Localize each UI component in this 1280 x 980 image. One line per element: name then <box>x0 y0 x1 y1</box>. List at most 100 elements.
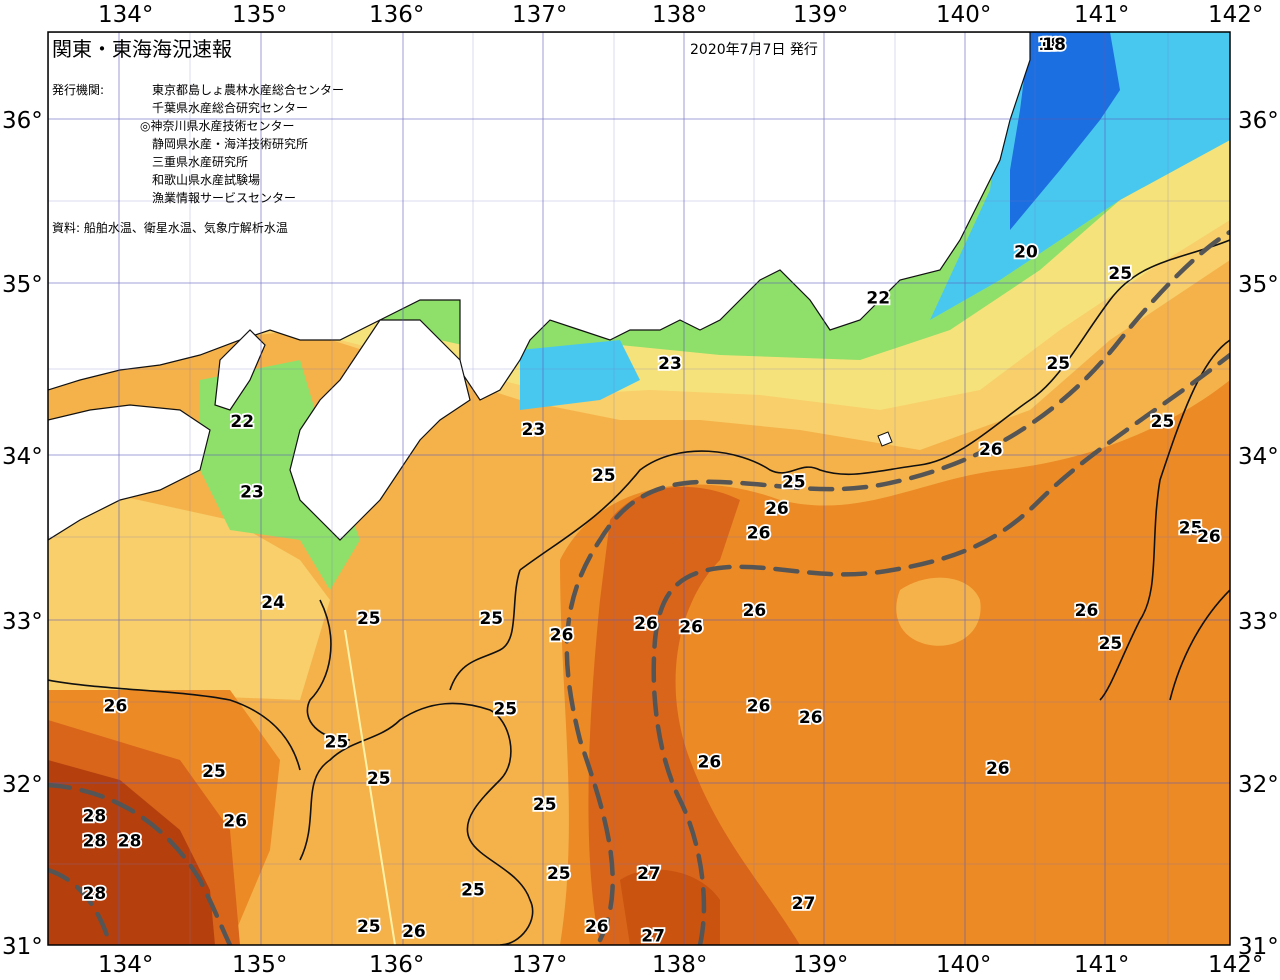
lat-lon-grid-minor <box>48 32 1230 945</box>
lat-label-right: 35° <box>1238 272 1279 298</box>
isotherm-label: 26 <box>698 752 722 772</box>
isotherm-contours <box>48 239 1230 945</box>
isotherm-label: 25 <box>1099 634 1123 654</box>
isotherm-label: 26 <box>747 524 771 544</box>
land-shikoku <box>48 404 211 541</box>
isotherm-label: 25 <box>533 795 557 815</box>
data-source: 資料: 船舶水温、衛星水温、気象庁解析水温 <box>52 220 288 235</box>
isotherm-label: 27 <box>641 927 665 947</box>
lat-label-right: 36° <box>1238 108 1279 134</box>
isotherm-label: 18 <box>1038 35 1062 55</box>
issuer-item: 千葉県水産総合研究センター <box>152 100 308 115</box>
lon-label-top: 136° <box>369 2 424 28</box>
lon-label-bottom: 137° <box>512 952 567 978</box>
isotherm-label: 25 <box>357 609 381 629</box>
land-honshu <box>48 32 1031 401</box>
issuer-item: ◎神奈川県水産技術センター <box>140 118 294 133</box>
isotherm-label: 26 <box>799 708 823 728</box>
lat-label-right: 32° <box>1238 772 1279 798</box>
isotherm-label: 25 <box>479 609 503 629</box>
lon-label-bottom: 134° <box>98 952 153 978</box>
lat-labels-right: 36° 35° 34° 33° 32° 31° <box>1238 108 1279 960</box>
isotherm-label: 25 <box>357 917 381 937</box>
isotherm-label: 25 <box>782 473 806 493</box>
isotherm-label: 26 <box>1197 527 1221 547</box>
isotherm-label: 25 <box>367 769 391 789</box>
issue-date: 2020年7月7日 発行 <box>690 42 818 58</box>
isotherm-label: 20 <box>1014 242 1038 262</box>
isotherm-label: 26 <box>679 617 703 637</box>
isotherm-label: 26 <box>550 626 574 646</box>
isotherm-label: 23 <box>658 354 682 374</box>
lon-label-top: 140° <box>936 2 991 28</box>
lon-label-top: 142° <box>1208 2 1263 28</box>
isotherm-label: 23 <box>240 483 264 503</box>
isotherm-label: 25 <box>1108 264 1132 284</box>
issuer-item: 東京都島しょ農林水産総合センター <box>152 82 344 97</box>
isotherm-label: 26 <box>104 696 128 716</box>
isotherm-label: 28 <box>83 884 107 904</box>
isotherm-label: 26 <box>585 917 609 937</box>
issuer-item: 漁業情報サービスセンター <box>152 191 296 205</box>
map-frame <box>47 31 1231 946</box>
lon-label-bottom: 141° <box>1074 952 1129 978</box>
lat-label-left: 34° <box>2 444 43 470</box>
isotherm-label: 22 <box>866 288 890 308</box>
isotherm-label: 26 <box>1075 601 1099 621</box>
issuer-item: 三重県水産研究所 <box>152 154 248 169</box>
lat-label-left: 36° <box>2 108 43 134</box>
land-awaji <box>214 329 266 411</box>
lat-lon-grid <box>48 32 1230 945</box>
isotherm-label: 26 <box>223 812 247 832</box>
lon-label-bottom: 142° <box>1208 952 1263 978</box>
lat-label-right: 31° <box>1238 934 1279 960</box>
lon-label-top: 134° <box>98 2 153 28</box>
map-plot-area <box>48 32 1230 945</box>
isotherm-label: 26 <box>402 922 426 942</box>
lon-label-bottom: 138° <box>652 952 707 978</box>
lon-label-top: 139° <box>793 2 848 28</box>
issuers-block: 発行機関: 東京都島しょ農林水産総合センター 千葉県水産総合研究センター ◎神奈… <box>52 82 344 235</box>
isotherm-label: 26 <box>634 614 658 634</box>
cable-line <box>344 629 396 945</box>
lon-label-top: 137° <box>512 2 567 28</box>
isotherm-label: 26 <box>765 499 789 519</box>
isotherm-label: 27 <box>792 894 816 914</box>
isotherm-label: 28 <box>83 807 107 827</box>
lon-label-bottom: 136° <box>369 952 424 978</box>
isotherm-label: 26 <box>979 440 1003 460</box>
isotherm-label: 25 <box>493 700 517 720</box>
lon-label-bottom: 135° <box>232 952 287 978</box>
isotherm-label: 25 <box>1179 519 1203 539</box>
isotherm-label: 23 <box>522 420 546 440</box>
isotherm-label: 18 <box>1042 35 1066 55</box>
isotherm-label: 26 <box>743 601 767 621</box>
land-kii-peninsula <box>289 319 471 541</box>
issuers-label: 発行機関: <box>52 82 104 97</box>
isotherm-label: 28 <box>83 831 107 851</box>
sst-zone-20 <box>520 340 640 410</box>
lat-label-left: 31° <box>2 934 43 960</box>
isotherm-label: 26 <box>986 759 1010 779</box>
sst-zone-24-west <box>48 480 330 700</box>
isotherm-label: 26 <box>747 696 771 716</box>
lon-label-top: 138° <box>652 2 707 28</box>
lon-label-bottom: 140° <box>936 952 991 978</box>
isotherm-label: 25 <box>461 881 485 901</box>
lat-label-right: 33° <box>1238 609 1279 635</box>
sst-zone-18 <box>1010 32 1120 230</box>
land-izu-oshima <box>877 431 893 447</box>
isotherm-label: 24 <box>261 593 285 613</box>
kuroshio-axis <box>48 229 1230 945</box>
isotherm-label: 28 <box>118 831 142 851</box>
sst-zone-26-ring <box>896 577 981 646</box>
lat-labels-left: 36° 35° 34° 33° 32° 31° <box>2 108 43 960</box>
issuer-item: 静岡県水産・海洋技術研究所 <box>152 136 308 151</box>
lat-label-left: 35° <box>2 272 43 298</box>
map-title: 関東・東海海況速報 <box>52 37 232 61</box>
sst-zone-22-west <box>200 360 360 590</box>
lon-labels-top: 134° 135° 136° 137° 138° 139° 140° 141° … <box>98 2 1263 28</box>
lat-label-right: 34° <box>1238 444 1279 470</box>
lon-label-top: 135° <box>232 2 287 28</box>
